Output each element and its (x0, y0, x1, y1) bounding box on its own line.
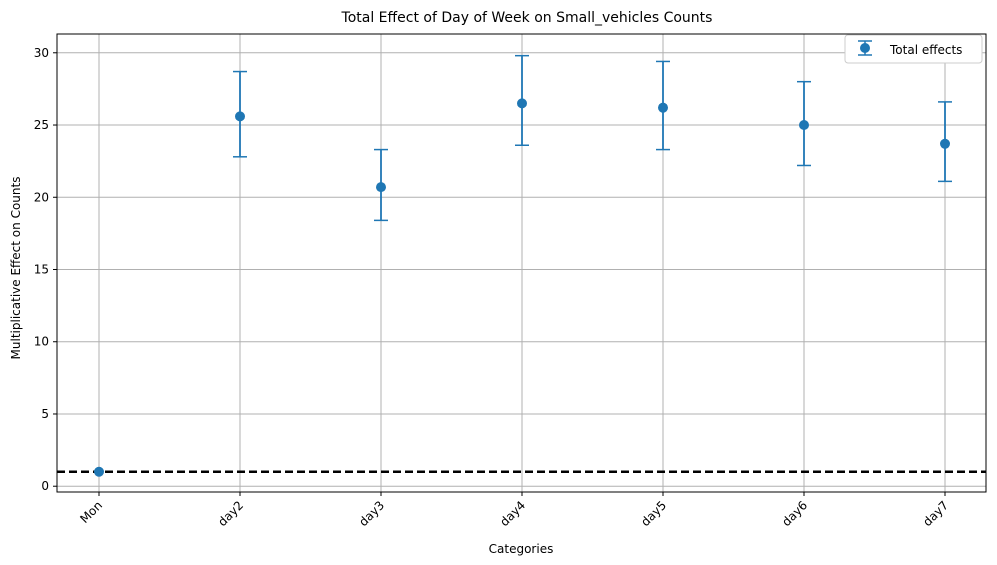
x-axis-label: Categories (489, 542, 554, 556)
data-marks (94, 54, 952, 477)
data-point (799, 120, 809, 131)
y-tick-label: 15 (34, 263, 49, 277)
legend-box (844, 34, 983, 64)
data-point (658, 102, 668, 113)
legend: Total effects (844, 34, 983, 64)
y-tick-label: 10 (34, 335, 49, 349)
y-tick-label: 20 (34, 190, 49, 204)
y-tick-label: 5 (41, 407, 49, 421)
y-axis-ticks: 0 5 10 15 20 25 30 (34, 46, 57, 493)
legend-label: Total effects (889, 43, 962, 57)
y-axis-label: Multiplicative Effect on Counts (9, 177, 23, 360)
data-point (940, 138, 950, 149)
y-tick-label: 0 (41, 479, 49, 493)
data-point (94, 466, 104, 477)
legend-marker (858, 40, 872, 56)
data-point (517, 98, 527, 109)
y-tick-label: 25 (34, 118, 49, 132)
data-point (235, 111, 245, 122)
chart-title: Total Effect of Day of Week on Small_veh… (341, 10, 713, 26)
y-tick-label: 30 (34, 46, 49, 60)
data-point (376, 182, 386, 193)
legend-point (860, 43, 870, 53)
